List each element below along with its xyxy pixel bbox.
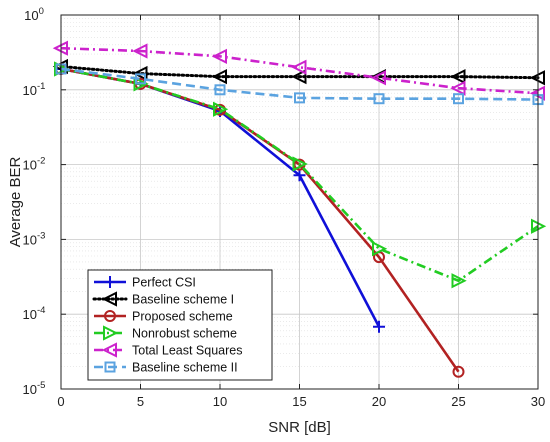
x-tick-label: 10 — [213, 394, 227, 409]
legend-marker-baseline-scheme-i — [101, 291, 117, 307]
legend-label-proposed-scheme: Proposed scheme — [132, 310, 233, 324]
data-point-baseline-scheme-ii — [135, 73, 146, 85]
data-point-nonrobust-scheme — [292, 156, 308, 172]
data-point-baseline-scheme-i — [132, 65, 148, 82]
x-tick-label: 15 — [292, 394, 306, 409]
legend: Perfect CSI Baseline scheme I Proposed sch… — [87, 269, 273, 381]
y-tick-label: 100 — [24, 6, 44, 23]
data-point-baseline-scheme-ii — [453, 93, 464, 105]
data-point-nonrobust-scheme — [213, 101, 229, 117]
legend-label-nonrobust-scheme: Nonrobust scheme — [132, 327, 237, 341]
legend-label-perfect-csi: Perfect CSI — [132, 276, 196, 290]
x-tick-label: 0 — [57, 394, 64, 409]
y-tick-label: 10-4 — [23, 305, 46, 322]
legend-marker-proposed-scheme — [104, 310, 116, 322]
series-line-total-least-squares — [60, 46, 539, 95]
legend-label-total-least-squares: Total Least Squares — [132, 344, 243, 358]
data-point-nonrobust-scheme — [133, 76, 149, 92]
legend-marker-baseline-scheme-ii — [104, 361, 116, 373]
data-point-proposed-scheme — [452, 365, 465, 378]
legend-box — [87, 269, 273, 381]
legend-label-baseline-scheme-ii: Baseline scheme II — [132, 361, 238, 375]
data-point-nonrobust-scheme — [372, 241, 388, 257]
data-point-total-least-squares — [132, 43, 148, 59]
y-axis-label: Average BER — [7, 157, 24, 248]
data-point-nonrobust-scheme — [451, 273, 467, 289]
data-point-baseline-scheme-ii — [373, 93, 385, 105]
y-tick-label: 10-2 — [23, 156, 46, 173]
data-point-total-least-squares — [450, 80, 466, 96]
series-line-baseline-scheme-ii — [60, 67, 539, 101]
data-point-perfect-csi — [293, 169, 306, 182]
y-tick-label: 10-5 — [23, 380, 46, 397]
data-point-baseline-scheme-i — [211, 69, 227, 85]
data-point-total-least-squares — [211, 48, 227, 64]
x-tick-label: 5 — [137, 394, 144, 409]
legend-label-baseline-scheme-i: Baseline scheme I — [132, 293, 234, 307]
data-point-baseline-scheme-i — [450, 69, 466, 85]
data-point-baseline-scheme-ii — [294, 92, 305, 104]
legend-marker-perfect-csi — [104, 276, 116, 288]
data-point-perfect-csi — [373, 320, 385, 333]
y-tick-label: 10-1 — [23, 81, 46, 98]
x-tick-label: 30 — [531, 394, 545, 409]
axis-ticks: 0 5 10 15 20 25 30 10-5 10-4 10-3 10-2 10-1 100 — [23, 6, 546, 409]
data-point-total-least-squares — [370, 70, 386, 86]
x-tick-label: 20 — [372, 394, 386, 409]
legend-marker-total-least-squares — [101, 342, 117, 358]
x-axis-label: SNR [dB] — [268, 419, 331, 436]
x-tick-label: 25 — [451, 394, 465, 409]
legend-marker-nonrobust-scheme — [103, 325, 119, 341]
data-point-total-least-squares — [291, 59, 307, 75]
data-point-baseline-scheme-ii — [214, 84, 226, 96]
series-layer — [52, 40, 547, 378]
y-tick-label: 10-3 — [23, 230, 46, 247]
data-point-baseline-scheme-i — [291, 69, 307, 85]
